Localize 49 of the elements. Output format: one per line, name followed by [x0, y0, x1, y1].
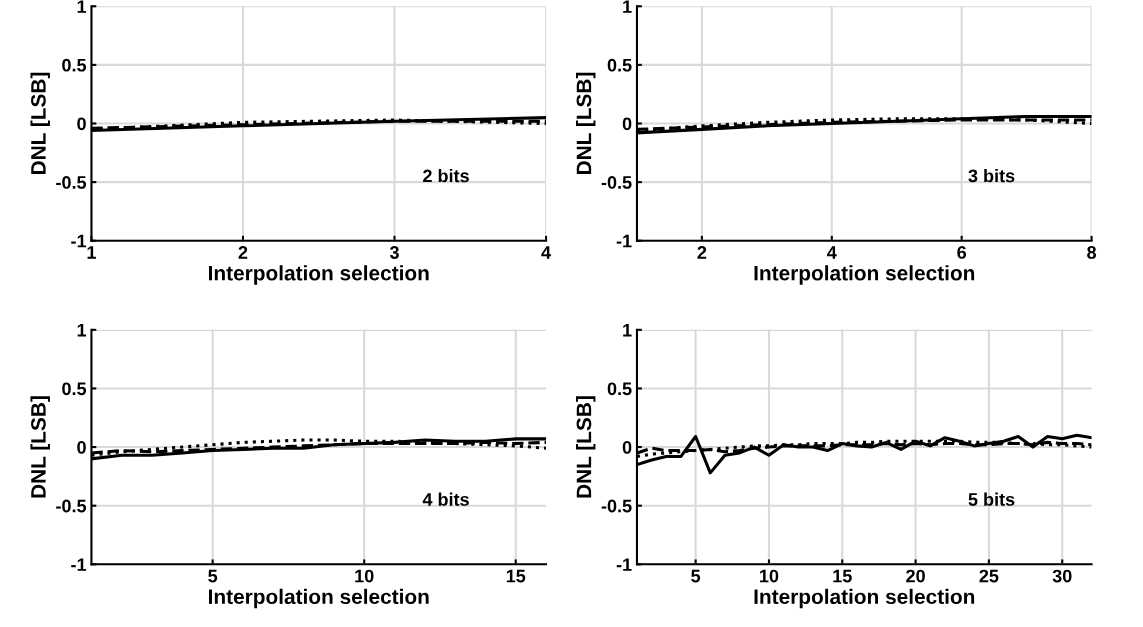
x-tick-label: 3: [389, 246, 399, 259]
y-tick-label: 0: [622, 441, 632, 454]
x-tick-label: 8: [1087, 246, 1097, 259]
x-tick-label: 15: [833, 569, 852, 583]
y-tick-label: -1: [616, 234, 632, 248]
y-tick-label: 0: [622, 117, 632, 131]
y-tick-label: -1: [616, 558, 632, 571]
y-tick-label: 1: [77, 0, 87, 13]
x-tick-label: 6: [957, 246, 967, 259]
x-tick-label: 2: [238, 246, 248, 259]
x-tick-label: 30: [1052, 569, 1072, 583]
y-tick-label: 0.5: [62, 382, 87, 396]
annotation: 3 bits: [968, 169, 1015, 183]
y-tick-label: -0.5: [601, 499, 632, 513]
annotation: 5 bits: [968, 492, 1015, 506]
x-axis-title: Interpolation selection: [754, 265, 975, 285]
y-tick-label: 0: [77, 117, 86, 131]
y-tick-label: -0.5: [56, 499, 87, 513]
y-tick-label: 0.5: [607, 58, 632, 72]
x-tick-label: 15: [506, 569, 526, 583]
y-tick-label: 1: [623, 323, 632, 337]
y-axis-title: DNL [LSB]: [576, 72, 596, 174]
x-tick-label: 2: [697, 246, 707, 259]
x-axis-title: Interpolation selection: [209, 588, 429, 609]
x-axis-title: Interpolation selection: [754, 588, 975, 609]
x-tick-label: 25: [979, 569, 999, 583]
y-tick-label: 0.5: [62, 58, 87, 72]
x-axis-title: Interpolation selection: [209, 265, 429, 285]
x-tick-label: 10: [760, 569, 779, 583]
y-tick-label: -1: [71, 234, 87, 248]
y-axis-title: DNL [LSB]: [30, 396, 50, 498]
y-tick-label: 0.5: [607, 382, 632, 396]
x-tick-label: 1: [87, 246, 96, 259]
x-tick-label: 4: [827, 246, 837, 259]
y-tick-label: -1: [71, 558, 87, 571]
y-tick-label: -0.5: [56, 176, 87, 189]
annotation: 4 bits: [422, 492, 469, 506]
y-tick-label: -0.5: [601, 176, 632, 189]
x-tick-label: 5: [691, 569, 701, 583]
y-tick-label: 1: [77, 323, 87, 337]
x-tick-label: 4: [541, 246, 551, 259]
x-tick-label: 10: [355, 569, 374, 583]
annotation: 2 bits: [423, 169, 469, 183]
x-tick-label: 20: [906, 569, 925, 583]
x-tick-label: 5: [208, 569, 218, 583]
y-axis-title: DNL [LSB]: [576, 396, 596, 498]
y-tick-label: 1: [623, 0, 632, 13]
y-tick-label: 0: [77, 441, 86, 454]
y-axis-title: DNL [LSB]: [30, 72, 50, 174]
